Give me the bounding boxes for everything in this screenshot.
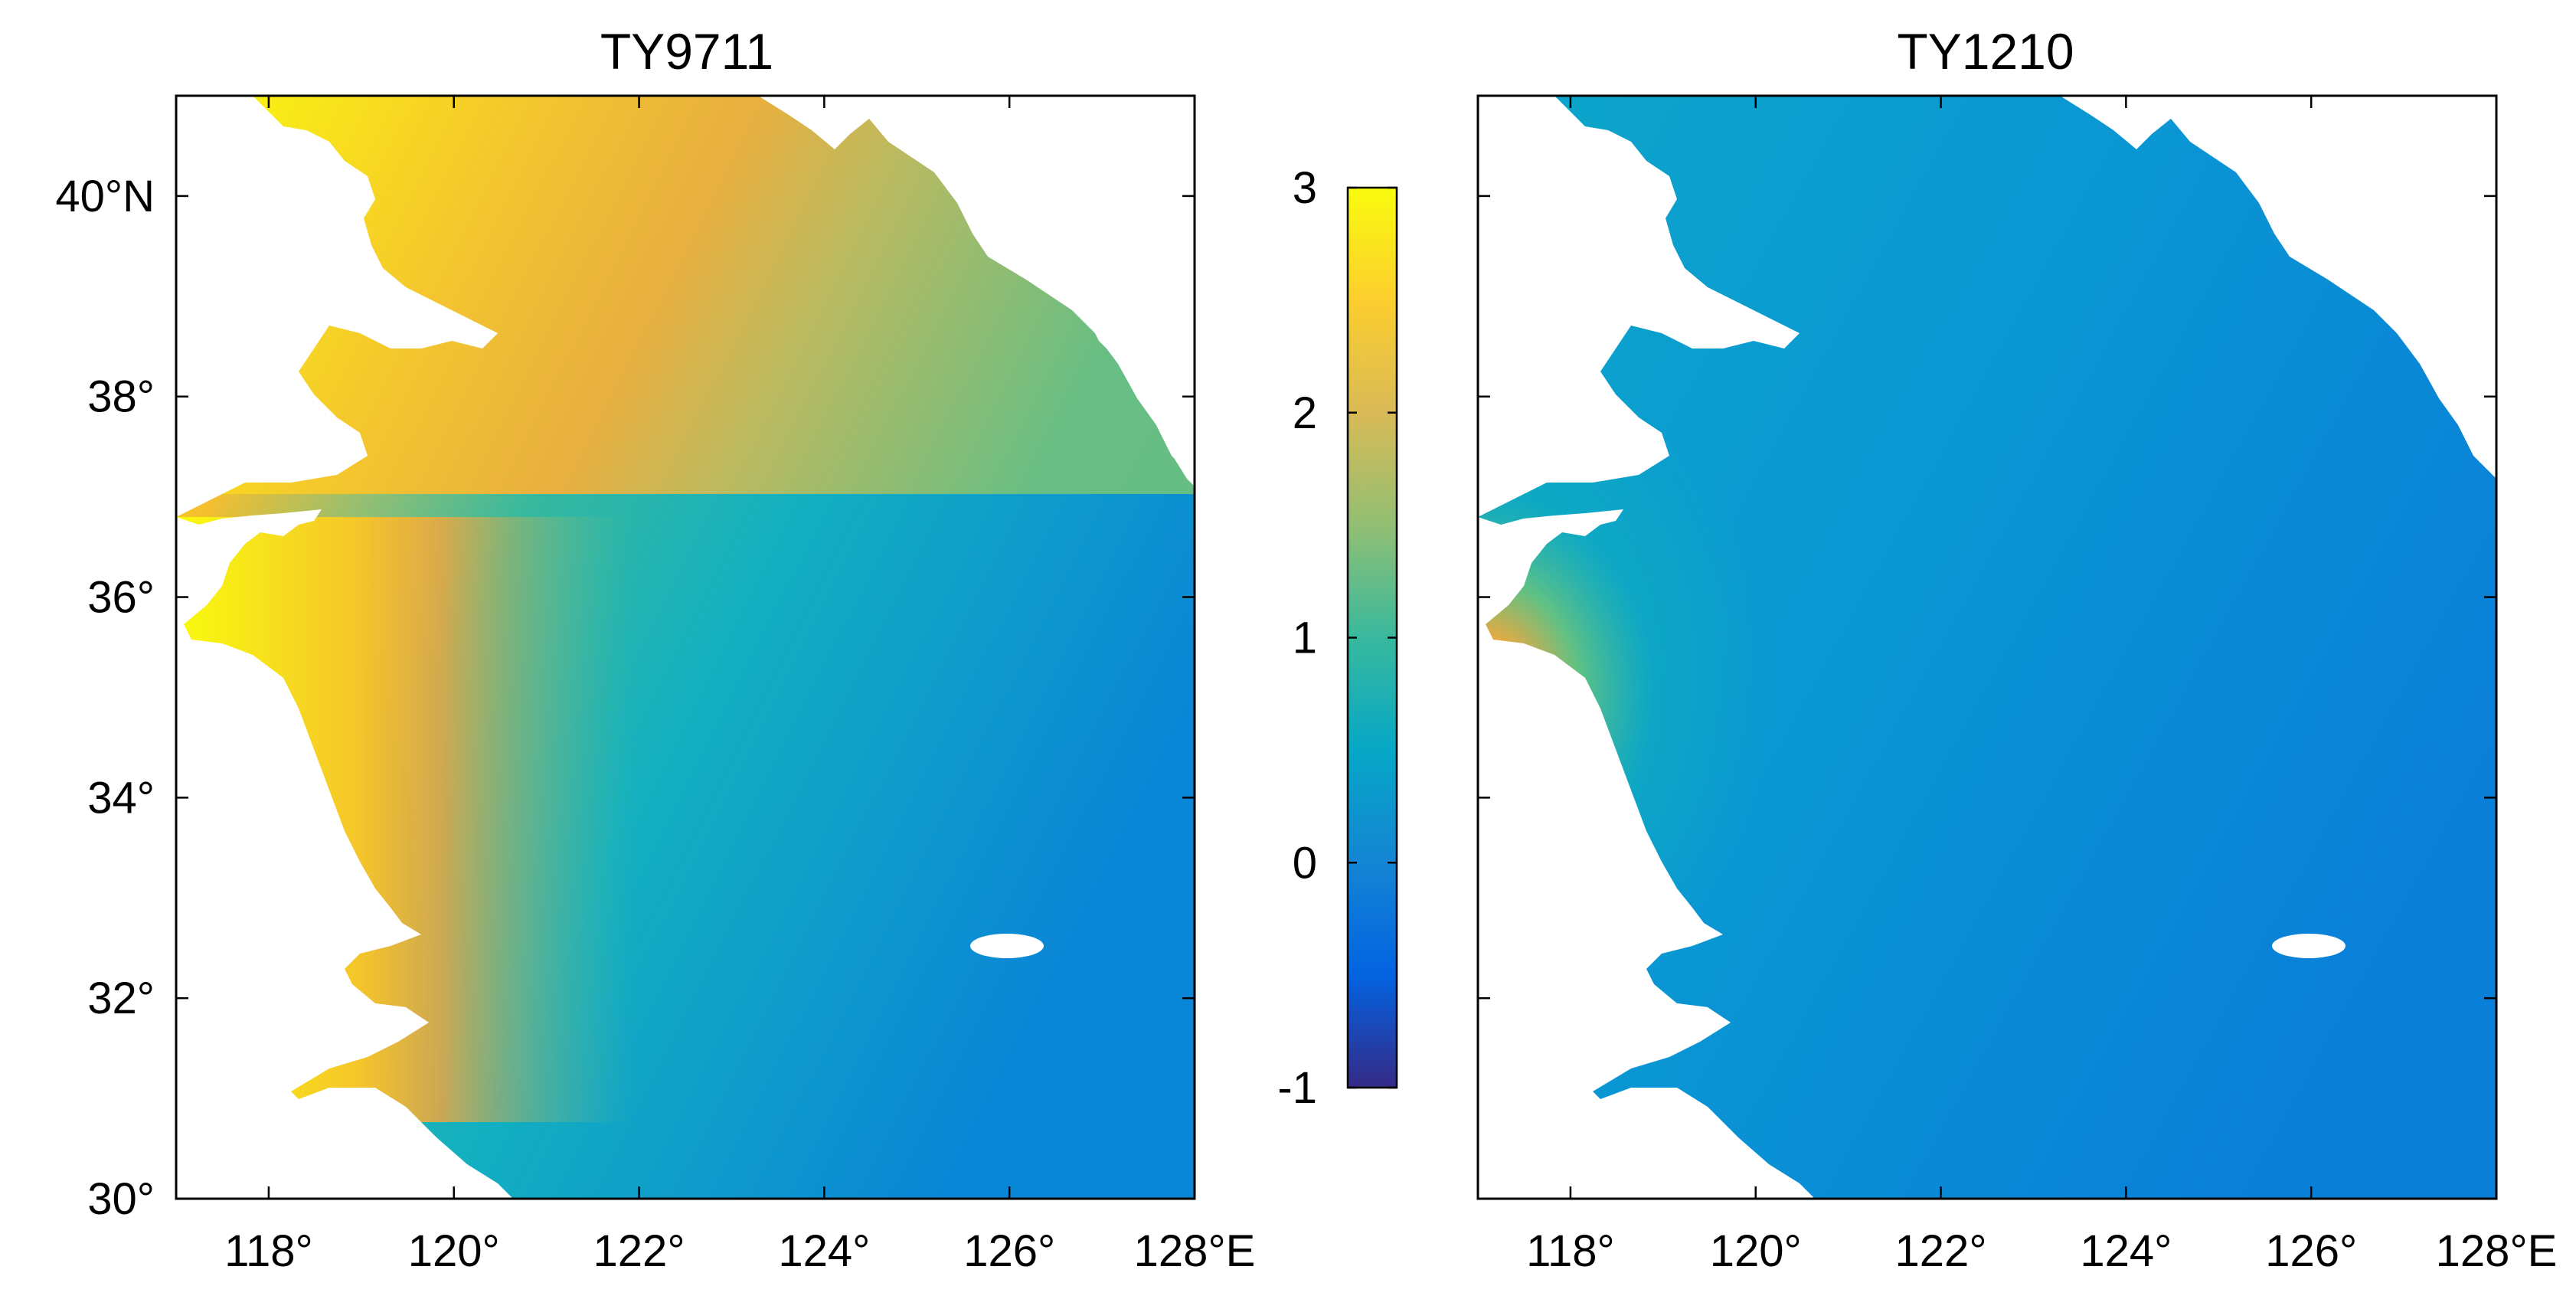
map-area: 118° 120° 122° 124° 126° 128°E 40°N 38° 36° 34° 3… (55, 94, 1255, 1276)
land-jiangsu (176, 509, 513, 1199)
colorbar: 3 2 1 0 -1 (1277, 163, 1398, 1113)
colorbar-tick-label: 1 (1293, 614, 1317, 663)
jeju-island (2272, 934, 2346, 958)
panel-title: TY1210 (1897, 23, 2074, 80)
y-ticks: 40°N 38° 36° 34° 32° 30° (55, 172, 1195, 1224)
y-tick-label: 38° (87, 372, 155, 422)
y-tick-label: 32° (87, 974, 155, 1023)
land-shandong (176, 96, 498, 517)
x-tick-label: 124° (778, 1226, 870, 1276)
x-tick-label: 124° (2080, 1226, 2172, 1276)
colorbar-tick-label: 2 (1293, 388, 1317, 438)
map-area: 118° 120° 122° 124° 126° 128°E (1476, 94, 2557, 1276)
x-tick-label: 122° (1895, 1226, 1987, 1276)
axes-box (1476, 94, 2498, 1200)
y-tick-label: 36° (87, 573, 155, 623)
x-tick-label: 120° (408, 1226, 500, 1276)
axes-box (175, 94, 1196, 1200)
colorbar-tick-label: -1 (1277, 1063, 1317, 1113)
chongming-island (1627, 1003, 1708, 1030)
colorbar-tick-label: 0 (1293, 838, 1317, 888)
map-panel-ty9711: TY9711 (55, 23, 1255, 1276)
colorbar-tick-label: 3 (1293, 163, 1317, 213)
land-shandong (1478, 96, 1800, 517)
map-panel-ty1210: TY1210 118° 120° 122° 124° 126° 128°E (1476, 23, 2557, 1276)
x-tick-label: 128°E (2436, 1226, 2558, 1276)
x-tick-label: 118° (1526, 1226, 1615, 1276)
land-hebei (1478, 96, 1547, 165)
colorbar-ticks: 3 2 1 0 -1 (1277, 163, 1397, 1113)
jeju-island (970, 934, 1044, 958)
x-tick-label: 128°E (1134, 1226, 1256, 1276)
land-jiangsu (1478, 509, 1815, 1199)
x-tick-label: 122° (593, 1226, 685, 1276)
x-tick-label: 120° (1710, 1226, 1802, 1276)
panel-title: TY9711 (600, 23, 773, 80)
y-tick-label: 40°N (55, 172, 155, 221)
x-ticks: 118° 120° 122° 124° 126° 128°E (1526, 96, 2557, 1276)
x-tick-label: 126° (2265, 1226, 2357, 1276)
land-liaodong (2060, 96, 2496, 479)
land-hebei (176, 96, 245, 165)
y-ticks (1478, 195, 2496, 1200)
x-tick-label: 118° (224, 1226, 313, 1276)
x-ticks: 118° 120° 122° 124° 126° 128°E (224, 96, 1255, 1276)
chongming-island (325, 1003, 406, 1030)
y-tick-label: 34° (87, 773, 155, 823)
y-tick-label: 30° (87, 1174, 155, 1224)
land-liaodong (758, 96, 1195, 479)
x-tick-label: 126° (963, 1226, 1055, 1276)
